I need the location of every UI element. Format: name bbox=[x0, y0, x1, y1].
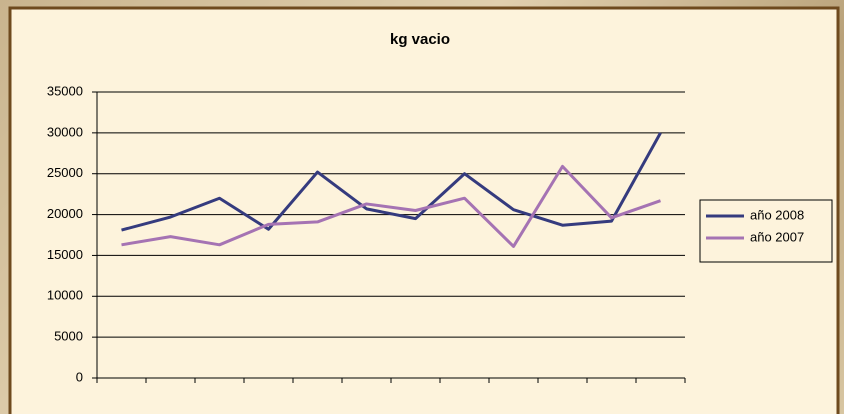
y-tick-label: 20000 bbox=[47, 206, 83, 221]
y-tick-label: 15000 bbox=[47, 247, 83, 262]
y-tick-label: 25000 bbox=[47, 165, 83, 180]
y-tick-label: 30000 bbox=[47, 124, 83, 139]
legend-label: año 2008 bbox=[750, 207, 804, 222]
y-tick-label: 5000 bbox=[54, 329, 83, 344]
y-tick-label: 35000 bbox=[47, 83, 83, 98]
series-line bbox=[121, 132, 662, 232]
series-line bbox=[121, 164, 661, 248]
y-tick-label: 0 bbox=[76, 369, 83, 384]
y-tick-label: 10000 bbox=[47, 288, 83, 303]
chart-title: kg vacio bbox=[390, 31, 450, 48]
legend-box bbox=[699, 199, 833, 263]
legend-label: año 2007 bbox=[750, 229, 804, 244]
